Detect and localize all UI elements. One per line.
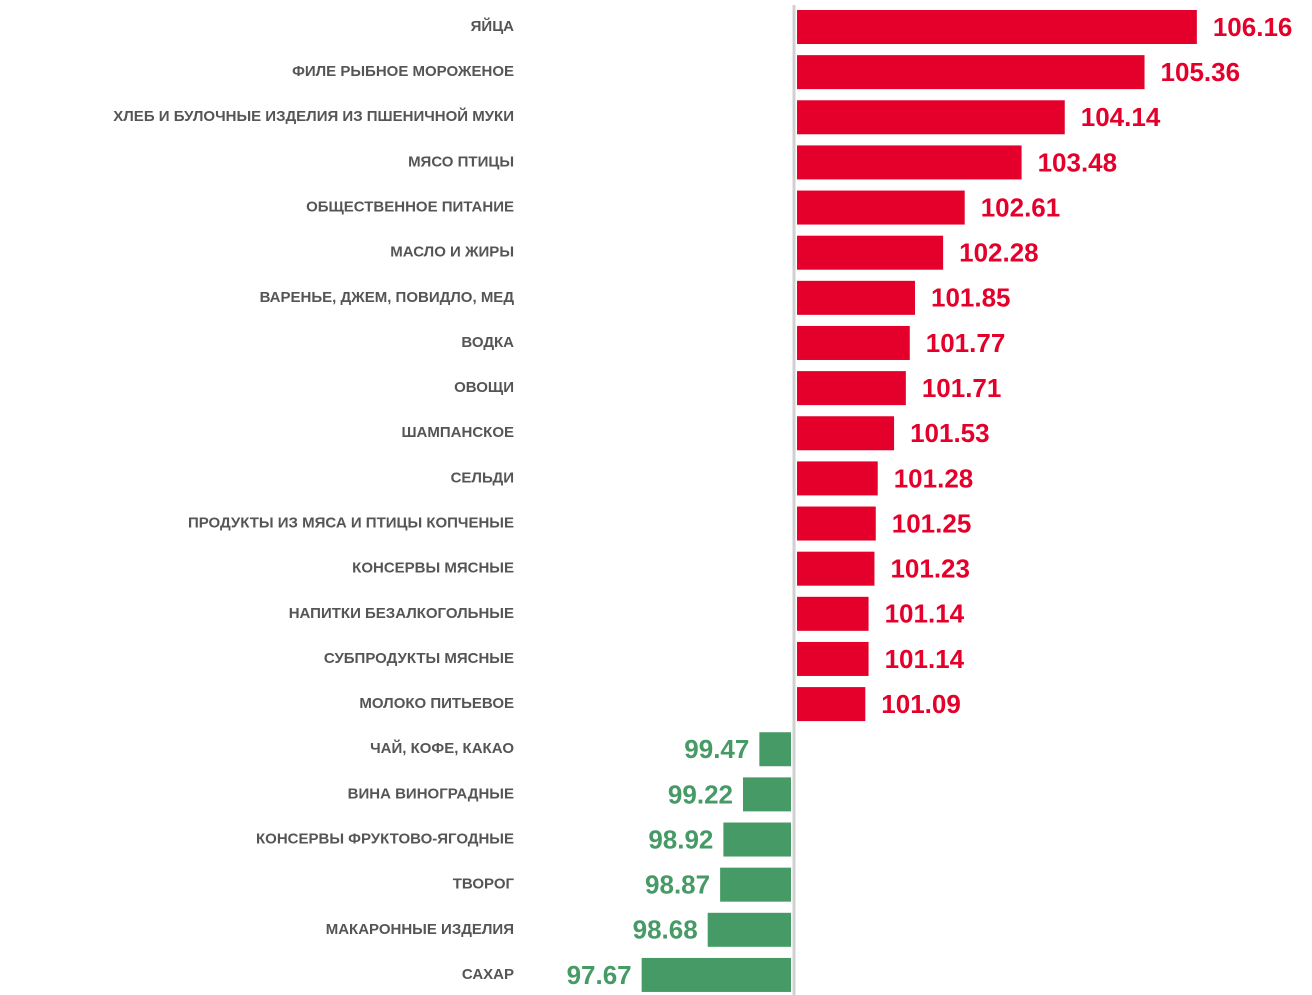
bar — [797, 551, 875, 586]
category-label: ФИЛЕ РЫБНОЕ МОРОЖЕНОЕ — [292, 63, 514, 80]
value-label: 101.28 — [894, 463, 974, 493]
value-label: 105.36 — [1161, 57, 1241, 87]
bar — [759, 732, 792, 767]
category-label: ВАРЕНЬЕ, ДЖЕМ, ПОВИДЛО, МЕД — [260, 289, 515, 306]
bar — [797, 10, 1197, 44]
bar — [797, 145, 1022, 180]
value-label: 101.09 — [881, 689, 961, 719]
value-label: 98.92 — [648, 824, 713, 854]
value-label: 101.77 — [926, 328, 1006, 358]
category-label: СЕЛЬДИ — [451, 469, 514, 486]
category-label: ОБЩЕСТВЕННОЕ ПИТАНИЕ — [306, 199, 514, 216]
value-label: 101.53 — [910, 418, 990, 448]
value-label: 97.67 — [567, 960, 632, 990]
value-label: 98.68 — [633, 915, 698, 945]
category-label: КОНСЕРВЫ МЯСНЫЕ — [352, 560, 514, 577]
value-label: 101.14 — [885, 599, 965, 629]
category-label: ОВОЩИ — [454, 379, 514, 396]
category-label: КОНСЕРВЫ ФРУКТОВО-ЯГОДНЫЕ — [256, 830, 514, 847]
category-label: СУБПРОДУКТЫ МЯСНЫЕ — [324, 650, 514, 667]
bar — [720, 867, 792, 902]
value-label: 98.87 — [645, 870, 710, 900]
value-label: 102.61 — [981, 192, 1061, 222]
category-label: ПРОДУКТЫ ИЗ МЯСА И ПТИЦЫ КОПЧЕНЫЕ — [188, 515, 514, 532]
bar — [797, 371, 906, 406]
bar — [797, 416, 895, 451]
bar — [797, 280, 915, 315]
bar — [641, 957, 792, 992]
bar — [797, 325, 910, 360]
value-label: 99.47 — [684, 734, 749, 764]
bar — [743, 777, 792, 812]
bar — [797, 687, 866, 722]
bar — [707, 912, 792, 947]
bar — [797, 506, 876, 541]
value-label: 103.48 — [1038, 147, 1118, 177]
category-label: ВОДКА — [461, 334, 514, 351]
category-label: ТВОРОГ — [453, 876, 515, 893]
category-label: САХАР — [462, 966, 514, 983]
value-label: 99.22 — [668, 779, 733, 809]
value-label: 106.16 — [1213, 12, 1293, 42]
value-label: 101.85 — [931, 283, 1011, 313]
category-label: НАПИТКИ БЕЗАЛКОГОЛЬНЫЕ — [289, 605, 514, 622]
category-label: ЯЙЦА — [471, 17, 515, 35]
value-label: 101.71 — [922, 373, 1002, 403]
bar — [723, 822, 792, 857]
value-label: 101.14 — [885, 644, 965, 674]
bar — [797, 235, 944, 270]
bar — [797, 190, 965, 225]
value-label: 101.25 — [892, 508, 972, 538]
bar — [797, 461, 878, 496]
category-label: МАСЛО И ЖИРЫ — [390, 244, 514, 261]
value-label: 104.14 — [1081, 102, 1161, 132]
bar — [797, 55, 1145, 90]
category-label: МОЛОКО ПИТЬЕВОЕ — [359, 695, 514, 712]
category-label: ЧАЙ, КОФЕ, КАКАО — [370, 739, 514, 757]
bar — [797, 596, 869, 631]
category-label: ХЛЕБ И БУЛОЧНЫЕ ИЗДЕЛИЯ ИЗ ПШЕНИЧНОЙ МУК… — [113, 107, 514, 125]
value-label: 101.23 — [890, 554, 970, 584]
category-label: ШАМПАНСКОЕ — [401, 424, 514, 441]
category-label: МЯСО ПТИЦЫ — [408, 153, 514, 170]
bar — [797, 100, 1065, 135]
value-label: 102.28 — [959, 238, 1039, 268]
bar — [797, 641, 869, 676]
category-label: ВИНА ВИНОГРАДНЫЕ — [348, 785, 514, 802]
category-label: МАКАРОННЫЕ ИЗДЕЛИЯ — [326, 921, 514, 938]
